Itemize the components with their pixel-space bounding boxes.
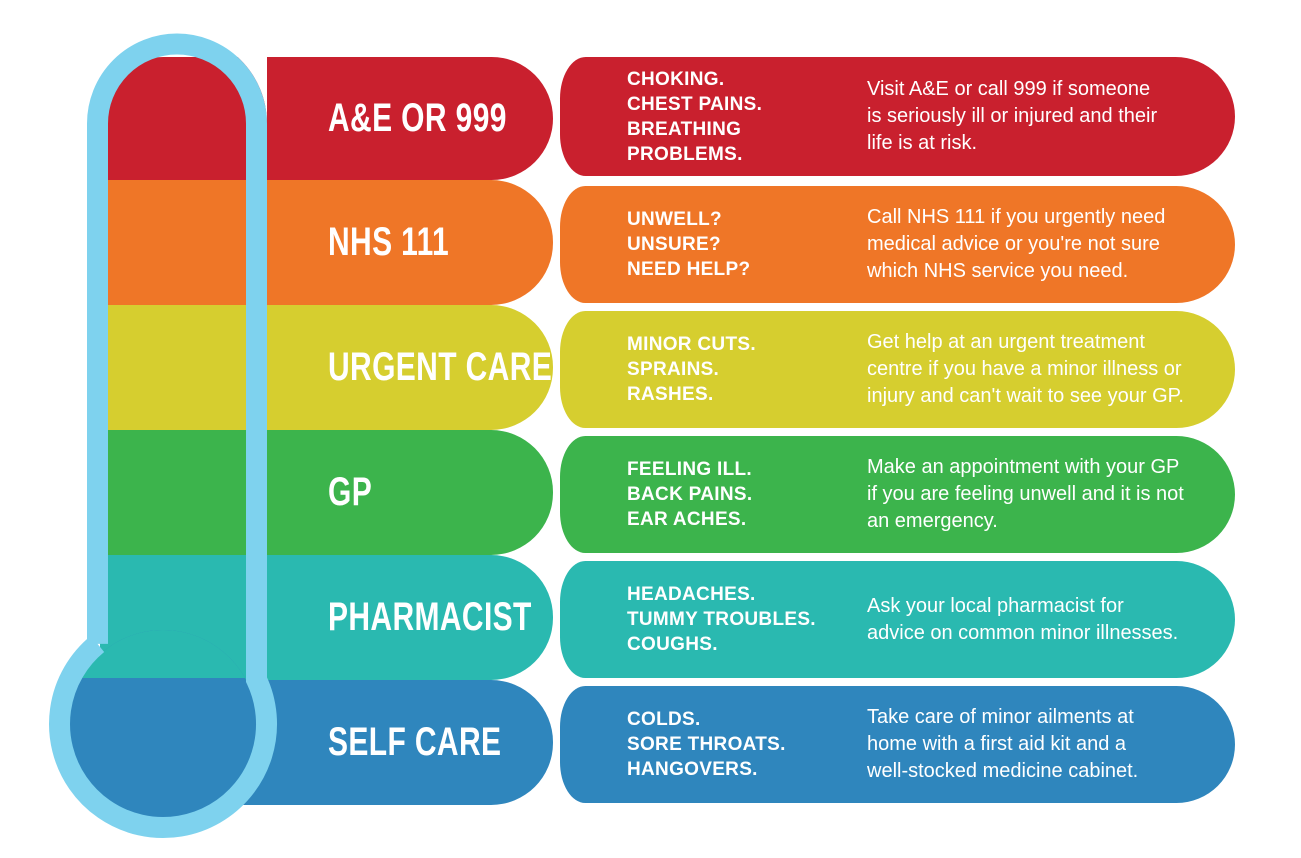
info-pill: HEADACHES. TUMMY TROUBLES. COUGHS. Ask y… — [560, 561, 1235, 678]
symptom-line: CHOKING. — [627, 68, 725, 90]
symptom-line: UNSURE? — [627, 234, 721, 255]
care-level-row: SELF CARE COLDS. SORE THROATS. HANGOVERS… — [0, 680, 1301, 805]
advice-text: Call NHS 111 if you urgently need medica… — [867, 186, 1165, 303]
info-pill: CHOKING. CHEST PAINS. BREATHING PROBLEMS… — [560, 57, 1235, 176]
advice-text: Visit A&E or call 999 if someone is seri… — [867, 57, 1157, 176]
advice-line: Ask your local pharmacist for — [867, 594, 1124, 617]
symptom-line: UNWELL? — [627, 209, 722, 230]
symptom-line: FEELING ILL. — [627, 459, 752, 480]
advice-line: injury and can't wait to see your GP. — [867, 385, 1184, 407]
symptoms-list: FEELING ILL. BACK PAINS. EAR ACHES. — [627, 436, 752, 553]
advice-line: Get help at an urgent treatment — [867, 331, 1145, 353]
symptom-line: BACK PAINS. — [627, 484, 753, 505]
symptom-line: EAR ACHES. — [627, 509, 747, 530]
symptom-line: COUGHS. — [627, 634, 718, 655]
advice-line: Make an appointment with your GP — [867, 456, 1180, 478]
care-level-row: GP FEELING ILL. BACK PAINS. EAR ACHES. M… — [0, 430, 1301, 555]
info-pill: FEELING ILL. BACK PAINS. EAR ACHES. Make… — [560, 436, 1235, 553]
symptom-line: HANGOVERS. — [627, 759, 758, 780]
symptom-line: CHEST PAINS. — [627, 93, 763, 115]
symptom-line: COLDS. — [627, 709, 701, 730]
symptoms-list: COLDS. SORE THROATS. HANGOVERS. — [627, 686, 786, 803]
symptom-line: NEED HELP? — [627, 259, 751, 280]
advice-text: Take care of minor ailments at home with… — [867, 686, 1138, 803]
advice-line: life is at risk. — [867, 132, 978, 154]
advice-line: an emergency. — [867, 510, 998, 532]
advice-line: Visit A&E or call 999 if someone — [867, 78, 1151, 100]
symptom-line: HEADACHES. — [627, 584, 756, 605]
symptoms-list: HEADACHES. TUMMY TROUBLES. COUGHS. — [627, 561, 816, 678]
advice-text: Ask your local pharmacist for advice on … — [867, 561, 1178, 678]
symptom-line: TUMMY TROUBLES. — [627, 609, 816, 630]
advice-line: if you are feeling unwell and it is not — [867, 483, 1184, 505]
advice-text: Get help at an urgent treatment centre i… — [867, 311, 1184, 428]
symptoms-list: MINOR CUTS. SPRAINS. RASHES. — [627, 311, 756, 428]
level-label: A&E OR 999 — [328, 96, 507, 140]
care-level-row: A&E OR 999 CHOKING. CHEST PAINS. BREATHI… — [0, 57, 1301, 180]
symptom-line: PROBLEMS. — [627, 143, 743, 165]
symptom-line: SPRAINS. — [627, 359, 720, 380]
advice-line: home with a first aid kit and a — [867, 733, 1127, 755]
advice-line: medical advice or you're not sure — [867, 233, 1160, 255]
symptom-line: MINOR CUTS. — [627, 334, 756, 355]
advice-line: Take care of minor ailments at — [867, 706, 1134, 728]
care-level-row: NHS 111 UNWELL? UNSURE? NEED HELP? Call … — [0, 180, 1301, 305]
advice-line: advice on common minor illnesses. — [867, 621, 1179, 644]
symptom-line: RASHES. — [627, 384, 714, 405]
symptoms-list: UNWELL? UNSURE? NEED HELP? — [627, 186, 750, 303]
care-level-row: URGENT CARE MINOR CUTS. SPRAINS. RASHES.… — [0, 305, 1301, 430]
symptom-line: SORE THROATS. — [627, 734, 786, 755]
info-pill: MINOR CUTS. SPRAINS. RASHES. Get help at… — [560, 311, 1235, 428]
care-level-row: PHARMACIST HEADACHES. TUMMY TROUBLES. CO… — [0, 555, 1301, 680]
advice-line: which NHS service you need. — [867, 260, 1129, 282]
level-label: PHARMACIST — [328, 595, 532, 639]
info-pill: UNWELL? UNSURE? NEED HELP? Call NHS 111 … — [560, 186, 1235, 303]
level-band — [100, 430, 553, 555]
info-pill: COLDS. SORE THROATS. HANGOVERS. Take car… — [560, 686, 1235, 803]
advice-line: Call NHS 111 if you urgently need — [867, 206, 1166, 228]
advice-line: well-stocked medicine cabinet. — [867, 760, 1139, 782]
advice-text: Make an appointment with your GP if you … — [867, 436, 1184, 553]
level-label: GP — [328, 470, 373, 514]
level-label: URGENT CARE — [328, 345, 553, 389]
level-band — [100, 180, 553, 305]
symptom-line: BREATHING — [627, 118, 742, 140]
symptoms-list: CHOKING. CHEST PAINS. BREATHING PROBLEMS… — [627, 57, 762, 176]
advice-line: centre if you have a minor illness or — [867, 358, 1182, 380]
level-label: SELF CARE — [328, 720, 502, 764]
advice-line: is seriously ill or injured and their — [867, 105, 1158, 127]
level-label: NHS 111 — [328, 220, 450, 264]
